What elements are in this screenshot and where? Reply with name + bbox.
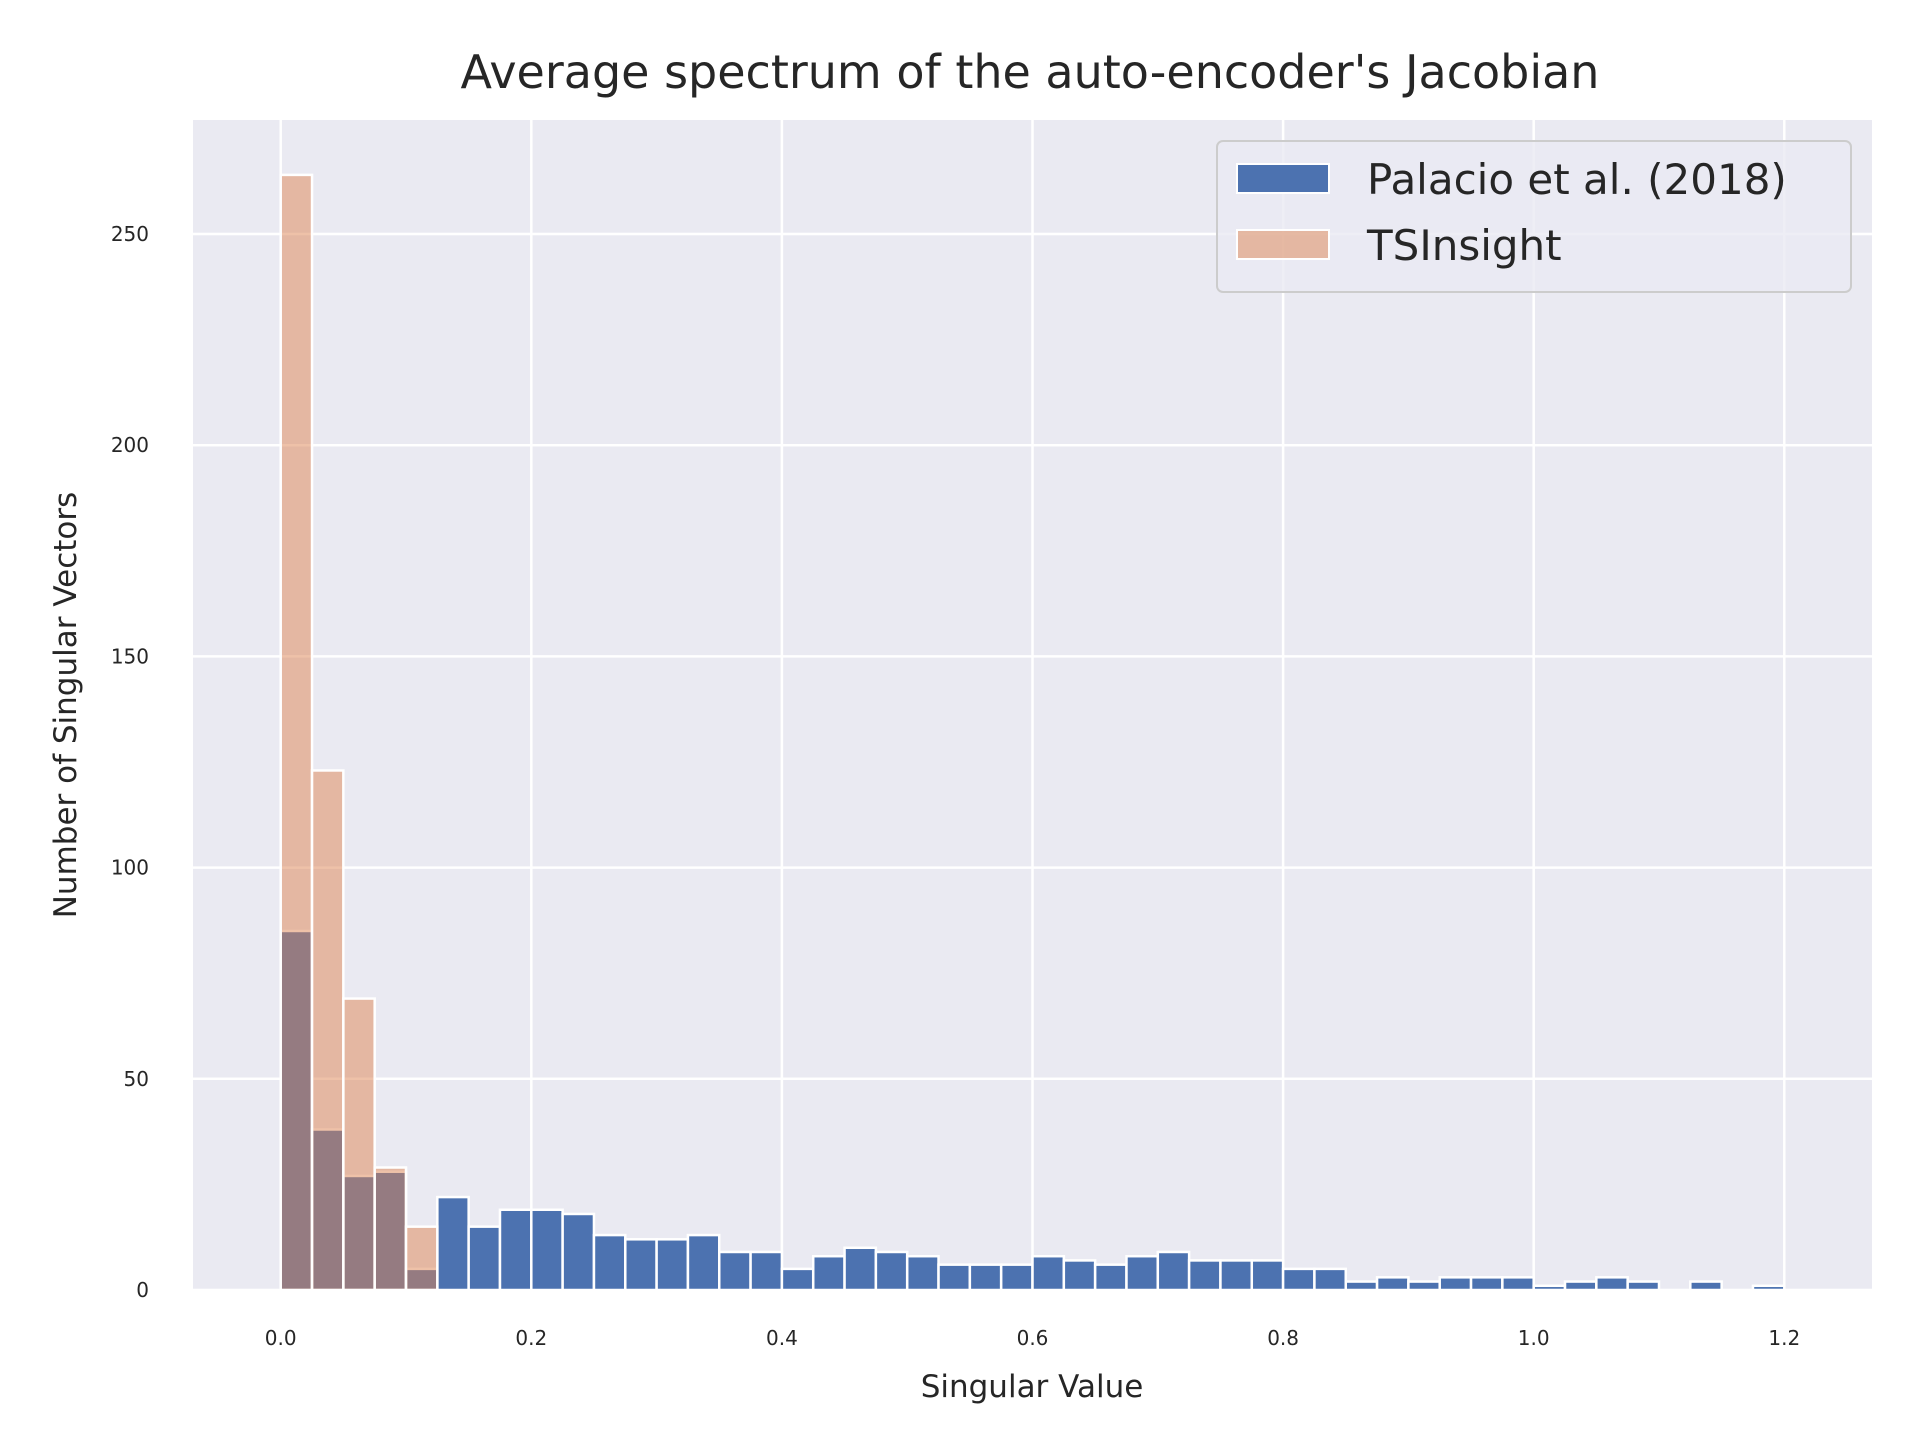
histogram-bar: [310, 769, 345, 1292]
histogram-bar: [342, 997, 376, 1292]
histogram-bar: [467, 1225, 502, 1292]
histogram-bar: [1281, 1267, 1316, 1292]
histogram-bar: [624, 1238, 658, 1292]
histogram-bar: [905, 1254, 940, 1292]
x-tick-label: 0.4: [766, 1326, 798, 1350]
legend-label-palacio: Palacio et al. (2018): [1367, 155, 1787, 204]
histogram-bar: [1626, 1280, 1661, 1292]
histogram-bar: [404, 1225, 439, 1292]
histogram-bar: [1062, 1259, 1097, 1292]
histogram-bar: [1313, 1267, 1347, 1292]
y-tick-label: 150: [111, 644, 149, 668]
histogram-bar: [718, 1250, 752, 1292]
histogram-bar: [780, 1267, 815, 1292]
histogram-bar: [655, 1238, 690, 1292]
histogram-bar: [1344, 1280, 1379, 1292]
histogram-bar: [1438, 1276, 1473, 1292]
histogram-bar: [1219, 1259, 1254, 1292]
histogram-bar: [1187, 1259, 1222, 1292]
y-tick-label: 50: [124, 1067, 149, 1091]
chart-title: Average spectrum of the auto-encoder's J…: [461, 45, 1600, 99]
y-tick-label: 100: [111, 856, 149, 880]
histogram-bar: [1563, 1280, 1598, 1292]
histogram-bar: [592, 1233, 627, 1292]
x-tick-label: 0.0: [265, 1326, 297, 1350]
y-axis-label: Number of Singular Vectors: [48, 492, 84, 919]
histogram-bar: [1093, 1263, 1128, 1292]
histogram-bar: [843, 1246, 878, 1292]
histogram-bar: [436, 1195, 470, 1292]
histogram-bar: [561, 1212, 596, 1292]
histogram-bar: [1031, 1254, 1066, 1292]
histogram-bar: [874, 1250, 909, 1292]
histogram-bar: [937, 1263, 972, 1292]
y-tick-label: 200: [111, 433, 149, 457]
ticks: 0.0 0.2 0.4 0.6 0.8 1.0 1.2 0 50 100 150 200 250: [111, 222, 1800, 1350]
histogram-bar: [968, 1263, 1003, 1292]
histogram-bar: [373, 1166, 408, 1292]
histogram-bar: [1125, 1254, 1160, 1292]
histogram-bar: [1375, 1276, 1410, 1292]
histogram-bar: [1469, 1276, 1504, 1292]
histogram-bar: [749, 1250, 784, 1292]
histogram-bar: [1407, 1280, 1441, 1292]
y-tick-label: 0: [136, 1278, 149, 1302]
histogram-bar: [530, 1208, 564, 1292]
x-tick-label: 1.0: [1518, 1326, 1550, 1350]
histogram-bar: [1689, 1280, 1723, 1292]
histogram-bar: [811, 1254, 846, 1292]
x-tick-label: 0.2: [515, 1326, 547, 1350]
legend-swatch-palacio: [1236, 163, 1330, 194]
histogram-bar: [1595, 1276, 1629, 1292]
histogram-bar: [1751, 1284, 1786, 1292]
histogram-bar: [1156, 1250, 1191, 1292]
series-1: [279, 173, 439, 1292]
histogram-bar: [1532, 1284, 1567, 1292]
histogram-bar: [498, 1208, 533, 1292]
histogram-bar: [1250, 1259, 1285, 1292]
bars: [279, 173, 1786, 1292]
legend-swatch-tsinsight: [1236, 229, 1330, 260]
histogram-bar: [279, 173, 314, 1292]
legend: Palacio et al. (2018) TSInsight: [1216, 140, 1852, 293]
x-axis-label: Singular Value: [921, 1369, 1144, 1405]
histogram-bar: [1501, 1276, 1535, 1292]
x-tick-label: 0.8: [1267, 1326, 1299, 1350]
legend-frame: [1216, 140, 1852, 293]
histogram-bar: [686, 1233, 721, 1292]
legend-label-tsinsight: TSInsight: [1366, 221, 1562, 270]
x-tick-label: 1.2: [1768, 1326, 1800, 1350]
x-tick-label: 0.6: [1017, 1326, 1049, 1350]
histogram-bar: [999, 1263, 1034, 1292]
y-tick-label: 250: [111, 222, 149, 246]
